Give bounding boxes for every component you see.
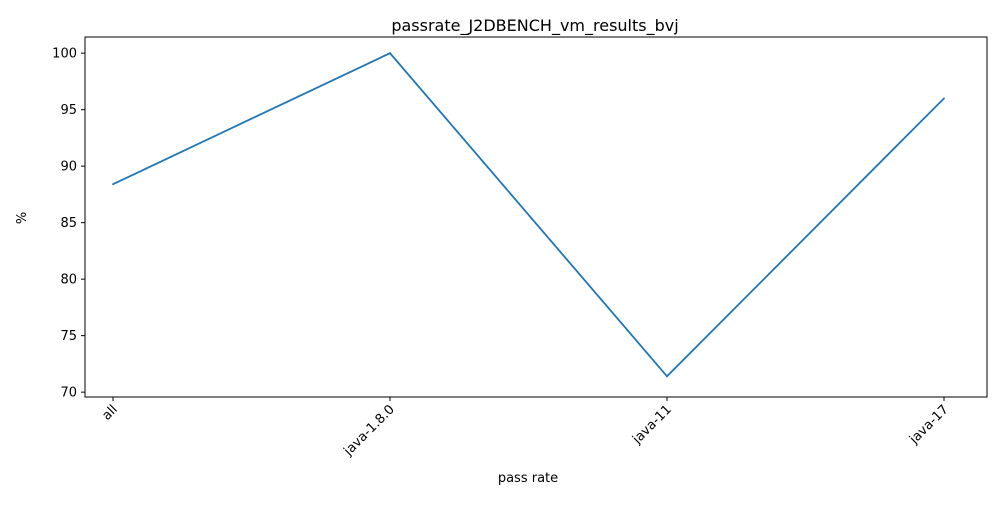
y-tick-label: 70 [60,386,77,401]
data-point [943,97,945,100]
y-tick-label: 90 [60,160,77,175]
plot-area [84,36,988,398]
data-point [666,375,668,378]
series-layer [112,52,945,378]
y-tick-label: 100 [52,47,77,62]
y-tick-label: 75 [60,329,77,344]
y-tick-label: 80 [60,273,77,288]
x-axis-label: pass rate [498,471,558,486]
y-axis-label: % [15,212,30,224]
y-tick-label: 95 [60,103,77,118]
series-line [112,52,945,378]
plot-frame [84,36,988,398]
y-axis: 70 75 80 85 90 95 100 [52,47,85,401]
data-point [389,52,391,55]
data-point [112,183,114,186]
y-tick-label: 85 [60,216,77,231]
chart-title: passrate_J2DBENCH_vm_results_bvj [391,16,678,36]
